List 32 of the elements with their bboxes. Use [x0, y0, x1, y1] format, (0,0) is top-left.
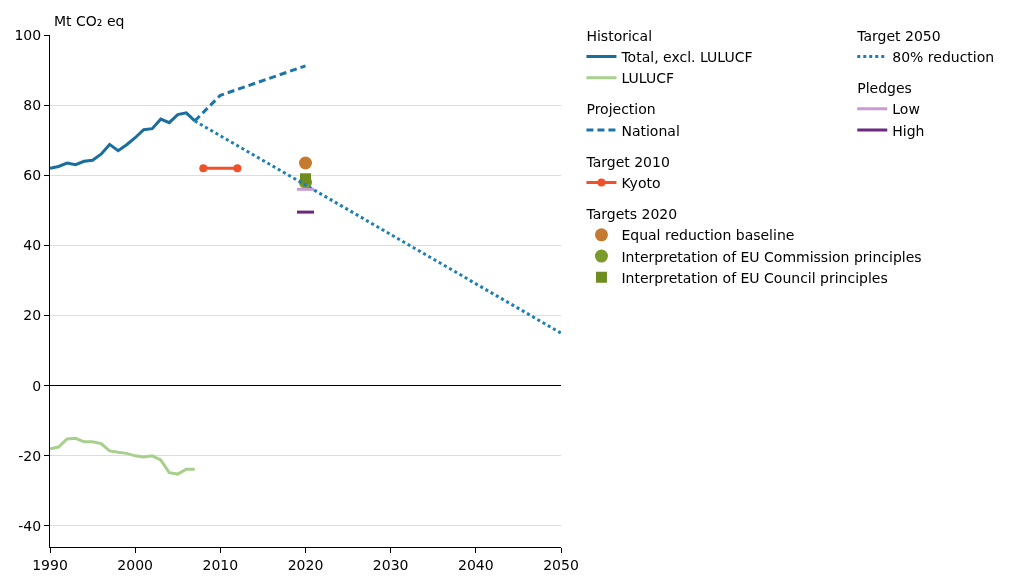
x-tick-label: 1990: [32, 556, 68, 573]
text: Targets 2020: [585, 206, 678, 223]
y-tick-label: 60: [23, 167, 42, 184]
y-tick-label: -20: [18, 447, 42, 464]
y-tick-label: 40: [23, 237, 42, 254]
text: Historical: [586, 27, 653, 44]
legend-label: Interpretation of EU Commission principles: [621, 248, 922, 265]
legend-label: Total, excl. LULUCF: [620, 48, 753, 65]
text: Pledges: [857, 80, 912, 97]
legend-label: Low: [892, 101, 920, 118]
text: Projection: [586, 101, 656, 118]
x-tick-label: 2020: [287, 556, 324, 573]
legend-label: Kyoto: [621, 174, 661, 191]
x-tick-label: 2040: [458, 556, 494, 573]
y-tick-label: 0: [32, 377, 42, 394]
legend-label: LULUCF: [621, 70, 674, 87]
x-tick-label: 2010: [202, 556, 239, 573]
y-tick-label: 20: [23, 307, 42, 324]
legend-label: Equal reduction baseline: [621, 227, 795, 244]
y-tick-label: 80: [23, 97, 42, 114]
y-tick-label: 100: [14, 26, 42, 43]
y-axis-title: Mt CO₂ eq: [54, 13, 125, 29]
legend-label: 80% reduction: [892, 48, 995, 65]
text: Target 2050: [856, 27, 941, 44]
x-tick-label: 2050: [543, 556, 579, 573]
x-tick-label: 2030: [372, 556, 409, 573]
legend-label: High: [892, 122, 925, 139]
text: Target 2010: [585, 153, 670, 170]
y-tick-label: -40: [18, 517, 42, 534]
legend-label: National: [621, 122, 680, 139]
legend-label: Interpretation of EU Council principles: [621, 269, 888, 286]
x-tick-label: 2000: [117, 556, 153, 573]
